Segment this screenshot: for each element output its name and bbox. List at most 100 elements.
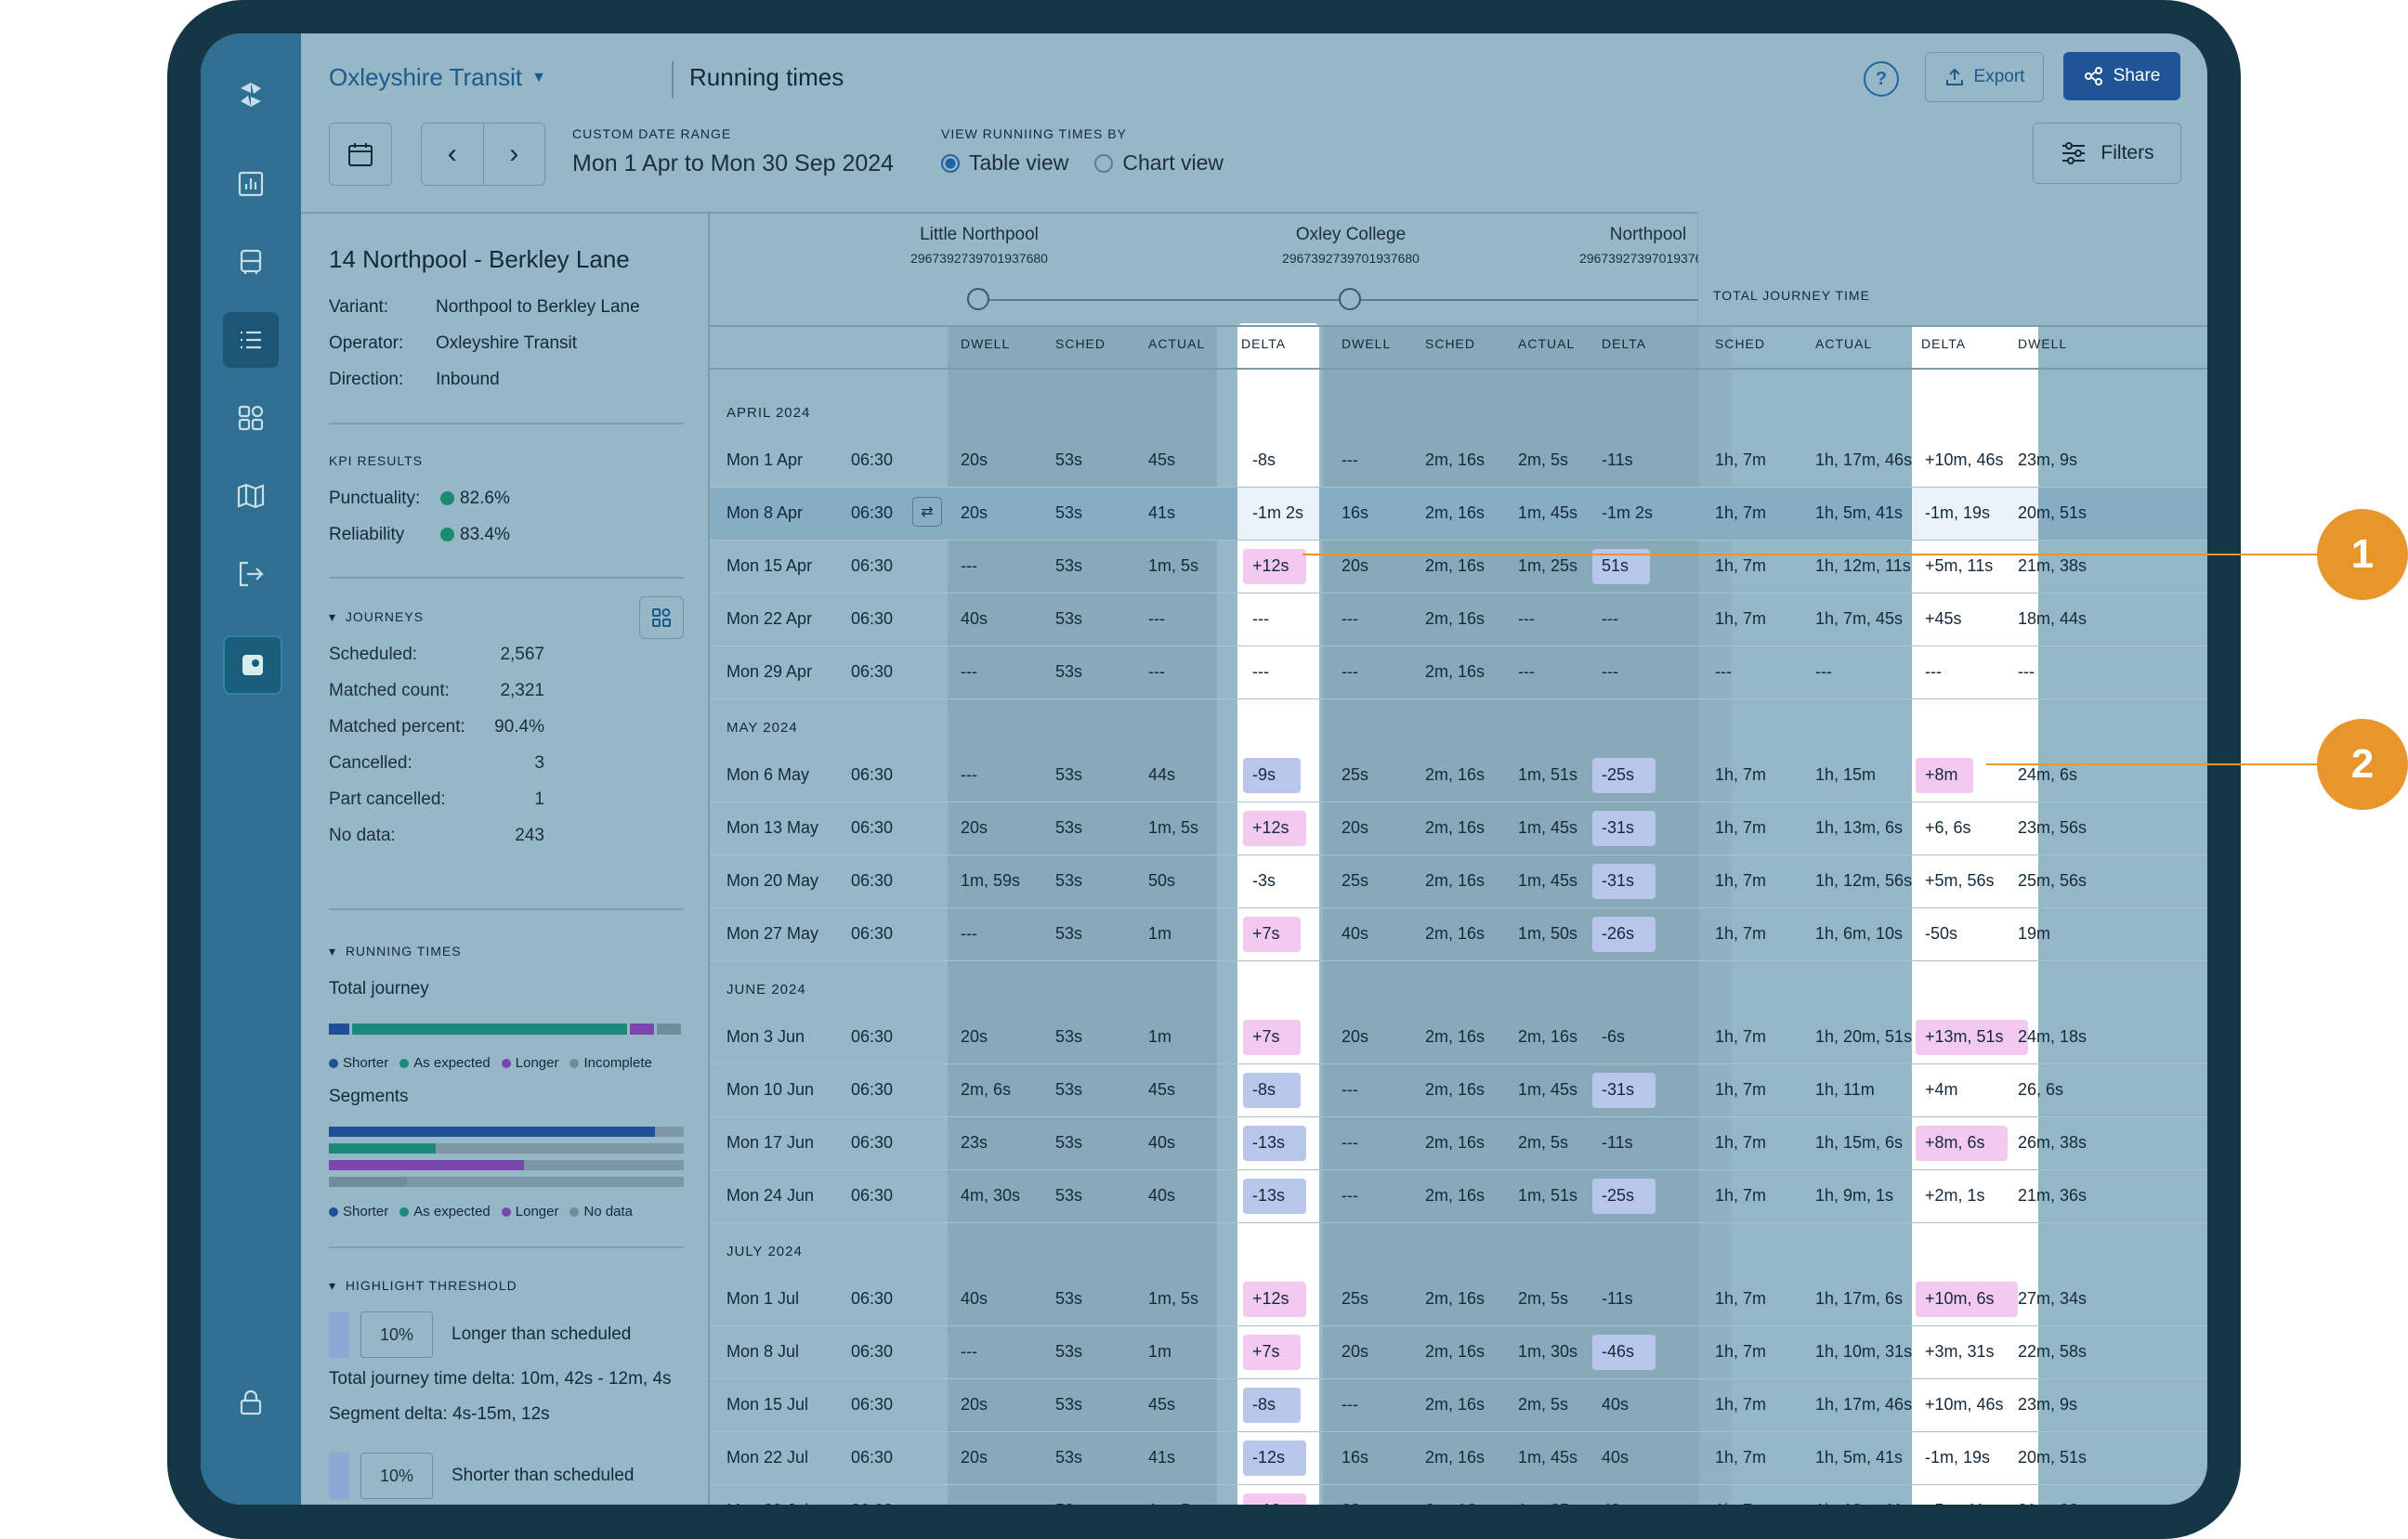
row-date[interactable]: Mon 24 Jun bbox=[726, 1186, 815, 1205]
org-selector[interactable]: Oxleyshire Transit ▼ bbox=[329, 63, 546, 92]
cell-sched: 1h, 7m bbox=[1715, 556, 1767, 575]
stop-clock-icon[interactable] bbox=[1339, 288, 1361, 310]
row-date[interactable]: Mon 27 May bbox=[726, 924, 819, 943]
row-date[interactable]: Mon 20 May bbox=[726, 871, 819, 890]
detail-value: Northpool to Berkley Lane bbox=[436, 297, 640, 317]
logo-icon[interactable] bbox=[223, 67, 279, 123]
column-header[interactable]: DWELL bbox=[961, 336, 1011, 351]
detail-key: Variant: bbox=[329, 297, 389, 317]
cell-delta: -11s bbox=[1602, 1133, 1633, 1152]
cell-actual: 1m, 45s bbox=[1518, 1080, 1578, 1099]
row-date[interactable]: Mon 15 Apr bbox=[726, 556, 813, 575]
brand-icon[interactable] bbox=[223, 635, 282, 695]
row-divider bbox=[710, 1169, 2207, 1170]
cell-actual: 1h, 7m, 45s bbox=[1815, 609, 1904, 628]
cell-delta: -1m, 19s bbox=[1925, 503, 1991, 522]
row-date[interactable]: Mon 6 May bbox=[726, 765, 810, 784]
apps-icon[interactable] bbox=[223, 390, 279, 446]
list-icon[interactable] bbox=[223, 312, 279, 368]
cell-dwell: 20m, 51s bbox=[2018, 1448, 2087, 1467]
column-header[interactable]: DWELL bbox=[2018, 336, 2068, 351]
row-date[interactable]: Mon 8 Apr bbox=[726, 503, 804, 522]
row-date[interactable]: Mon 22 Jul bbox=[726, 1448, 809, 1467]
column-header[interactable]: ACTUAL bbox=[1148, 336, 1206, 351]
cell-delta: -11s bbox=[1602, 450, 1633, 469]
header-divider bbox=[710, 325, 2207, 327]
row-date[interactable]: Mon 1 Apr bbox=[726, 450, 804, 469]
cell-sched: 2m, 16s bbox=[1425, 1342, 1485, 1361]
cell-delta: +10m, 6s bbox=[1925, 1289, 1995, 1308]
row-date[interactable]: Mon 1 Jul bbox=[726, 1289, 800, 1308]
column-header[interactable]: SCHED bbox=[1715, 336, 1766, 351]
row-date[interactable]: Mon 13 May bbox=[726, 818, 819, 837]
row-date[interactable]: Mon 3 Jun bbox=[726, 1027, 805, 1046]
cell-dwell: --- bbox=[1341, 1395, 1358, 1414]
shorter-threshold-input[interactable]: 10% bbox=[360, 1453, 433, 1499]
stop-clock-icon[interactable] bbox=[967, 288, 989, 310]
column-header[interactable]: ACTUAL bbox=[1518, 336, 1576, 351]
column-header[interactable]: DELTA bbox=[1602, 336, 1647, 351]
table-view-radio[interactable]: Table view bbox=[941, 150, 1068, 176]
journeys-view-button[interactable] bbox=[639, 596, 684, 639]
cell-actual: 1h, 15m bbox=[1815, 765, 1877, 784]
radio-unselected-icon bbox=[1094, 153, 1114, 173]
chart-view-radio[interactable]: Chart view bbox=[1094, 150, 1224, 176]
legend-dot bbox=[329, 1206, 338, 1217]
sliders-icon bbox=[2062, 142, 2086, 164]
cell-actual: --- bbox=[1518, 662, 1535, 681]
column-header[interactable]: DWELL bbox=[1341, 336, 1392, 351]
cell-sched: 53s bbox=[1055, 662, 1083, 681]
help-button[interactable]: ? bbox=[1864, 61, 1899, 97]
row-divider bbox=[710, 540, 2207, 541]
cell-dwell: 26, 6s bbox=[2018, 1080, 2064, 1099]
share-button[interactable]: Share bbox=[2063, 52, 2180, 100]
date-range-value[interactable]: Mon 1 Apr to Mon 30 Sep 2024 bbox=[572, 150, 895, 176]
cell-sched: --- bbox=[1715, 662, 1732, 681]
cell-dwell: 18m, 44s bbox=[2018, 609, 2087, 628]
cell-delta: -8s bbox=[1252, 1395, 1276, 1414]
column-header[interactable]: SCHED bbox=[1425, 336, 1476, 351]
delta-pill-blue bbox=[1592, 1179, 1656, 1214]
cell-actual: 41s bbox=[1148, 503, 1176, 522]
cell-dwell: 25m, 56s bbox=[2018, 871, 2087, 890]
reports-icon[interactable] bbox=[223, 156, 279, 212]
column-header[interactable]: DELTA bbox=[1241, 336, 1287, 351]
view-by: VIEW RUNNIING TIMES BY Table view Chart … bbox=[941, 126, 1224, 176]
lock-icon[interactable] bbox=[223, 1375, 279, 1430]
cell-delta: 51s bbox=[1602, 556, 1629, 575]
filters-button[interactable]: Filters bbox=[2033, 123, 2181, 184]
prev-period-button[interactable]: ‹ bbox=[422, 124, 484, 185]
org-name: Oxleyshire Transit bbox=[329, 63, 523, 91]
cell-dwell: 25s bbox=[1341, 871, 1369, 890]
running-times-heading[interactable]: ▾ RUNNING TIMES bbox=[329, 944, 462, 959]
journeys-heading[interactable]: ▾ JOURNEYS bbox=[329, 609, 424, 625]
row-date[interactable]: Mon 29 Apr bbox=[726, 662, 813, 681]
threshold-heading[interactable]: ▾ HIGHLIGHT THRESHOLD bbox=[329, 1278, 517, 1294]
row-date[interactable]: Mon 29 Jul bbox=[726, 1501, 808, 1505]
route-switch-icon[interactable]: ⇄ bbox=[912, 497, 942, 527]
export-button[interactable]: Export bbox=[1925, 52, 2044, 102]
calendar-button[interactable] bbox=[329, 123, 392, 186]
column-header[interactable]: ACTUAL bbox=[1815, 336, 1873, 351]
bus-icon[interactable] bbox=[223, 234, 279, 290]
stat-value: 1 bbox=[534, 789, 544, 809]
map-icon[interactable] bbox=[223, 468, 279, 524]
column-header[interactable]: SCHED bbox=[1055, 336, 1106, 351]
cell-sched: 53s bbox=[1055, 1186, 1083, 1205]
cell-dwell: 16s bbox=[1341, 1448, 1369, 1467]
column-header[interactable]: DELTA bbox=[1921, 336, 1967, 351]
row-date[interactable]: Mon 8 Jul bbox=[726, 1342, 800, 1361]
cell-delta: -25s bbox=[1602, 1186, 1635, 1205]
row-date[interactable]: Mon 15 Jul bbox=[726, 1395, 809, 1414]
delta-pill-blue bbox=[1243, 1126, 1306, 1161]
row-date[interactable]: Mon 22 Apr bbox=[726, 609, 813, 628]
next-period-button[interactable]: › bbox=[509, 138, 519, 169]
chevron-down-icon: ▼ bbox=[531, 69, 546, 85]
cell-delta: 40s bbox=[1602, 1448, 1629, 1467]
row-date[interactable]: Mon 10 Jun bbox=[726, 1080, 815, 1099]
row-date[interactable]: Mon 17 Jun bbox=[726, 1133, 815, 1152]
legend-dot bbox=[501, 1206, 511, 1217]
stat-value: 2,321 bbox=[500, 681, 544, 700]
logout-icon[interactable] bbox=[223, 546, 279, 602]
longer-threshold-input[interactable]: 10% bbox=[360, 1311, 433, 1358]
